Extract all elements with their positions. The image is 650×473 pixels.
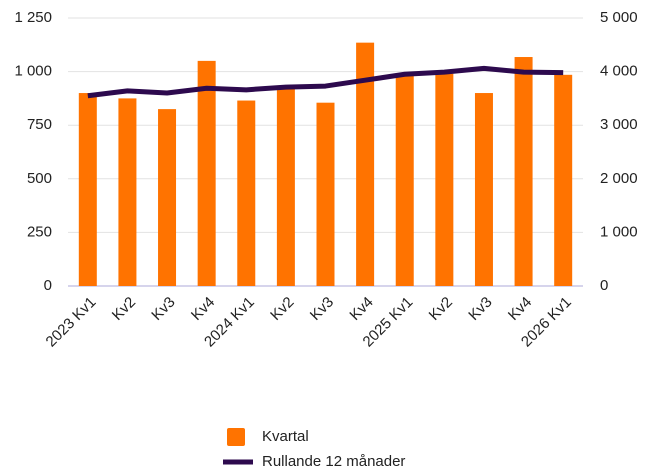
x-tick-label: Kv3 xyxy=(148,294,178,324)
bar xyxy=(237,100,256,286)
legend-swatch xyxy=(227,428,245,446)
bar xyxy=(197,60,216,286)
x-tick-label: Kv2 xyxy=(109,294,139,324)
bar xyxy=(356,42,375,286)
y-tick-label: 1 250 xyxy=(14,9,52,26)
line xyxy=(87,65,564,99)
y-tick-label: 0 xyxy=(44,277,52,294)
legend-label: Rullande 12 månader xyxy=(262,453,405,470)
bar xyxy=(514,57,533,287)
legend-label: Kvartal xyxy=(262,428,309,445)
bar xyxy=(78,93,97,286)
bar xyxy=(158,109,177,287)
y-tick-label: 500 xyxy=(27,170,52,187)
y-tick-label: 250 xyxy=(27,223,52,240)
bar xyxy=(554,74,573,286)
bar xyxy=(474,93,493,286)
x-tick-label: 2023 Kv1 xyxy=(43,294,100,351)
y-tick-label: 750 xyxy=(27,116,52,133)
y2-tick-label: 1 000 xyxy=(600,223,638,240)
y2-tick-label: 5 000 xyxy=(600,9,638,26)
x-tick-label: Kv3 xyxy=(307,294,337,324)
bar xyxy=(276,87,295,287)
x-tick-label: Kv3 xyxy=(465,294,495,324)
y2-tick-label: 3 000 xyxy=(600,116,638,133)
bar xyxy=(316,102,335,286)
x-tick-label: Kv2 xyxy=(426,294,456,324)
bar xyxy=(435,73,454,286)
y2-tick-label: 2 000 xyxy=(600,170,638,187)
x-tick-label: Kv2 xyxy=(267,294,297,324)
y-tick-label: 1 000 xyxy=(14,63,52,80)
x-tick-label: Kv4 xyxy=(188,294,218,324)
y2-tick-label: 0 xyxy=(600,277,608,294)
y2-tick-label: 4 000 xyxy=(600,63,638,80)
x-tick-label: Kv4 xyxy=(505,294,535,324)
x-tick-label: Kv4 xyxy=(346,294,376,324)
bar xyxy=(395,73,414,286)
bar xyxy=(118,98,137,287)
